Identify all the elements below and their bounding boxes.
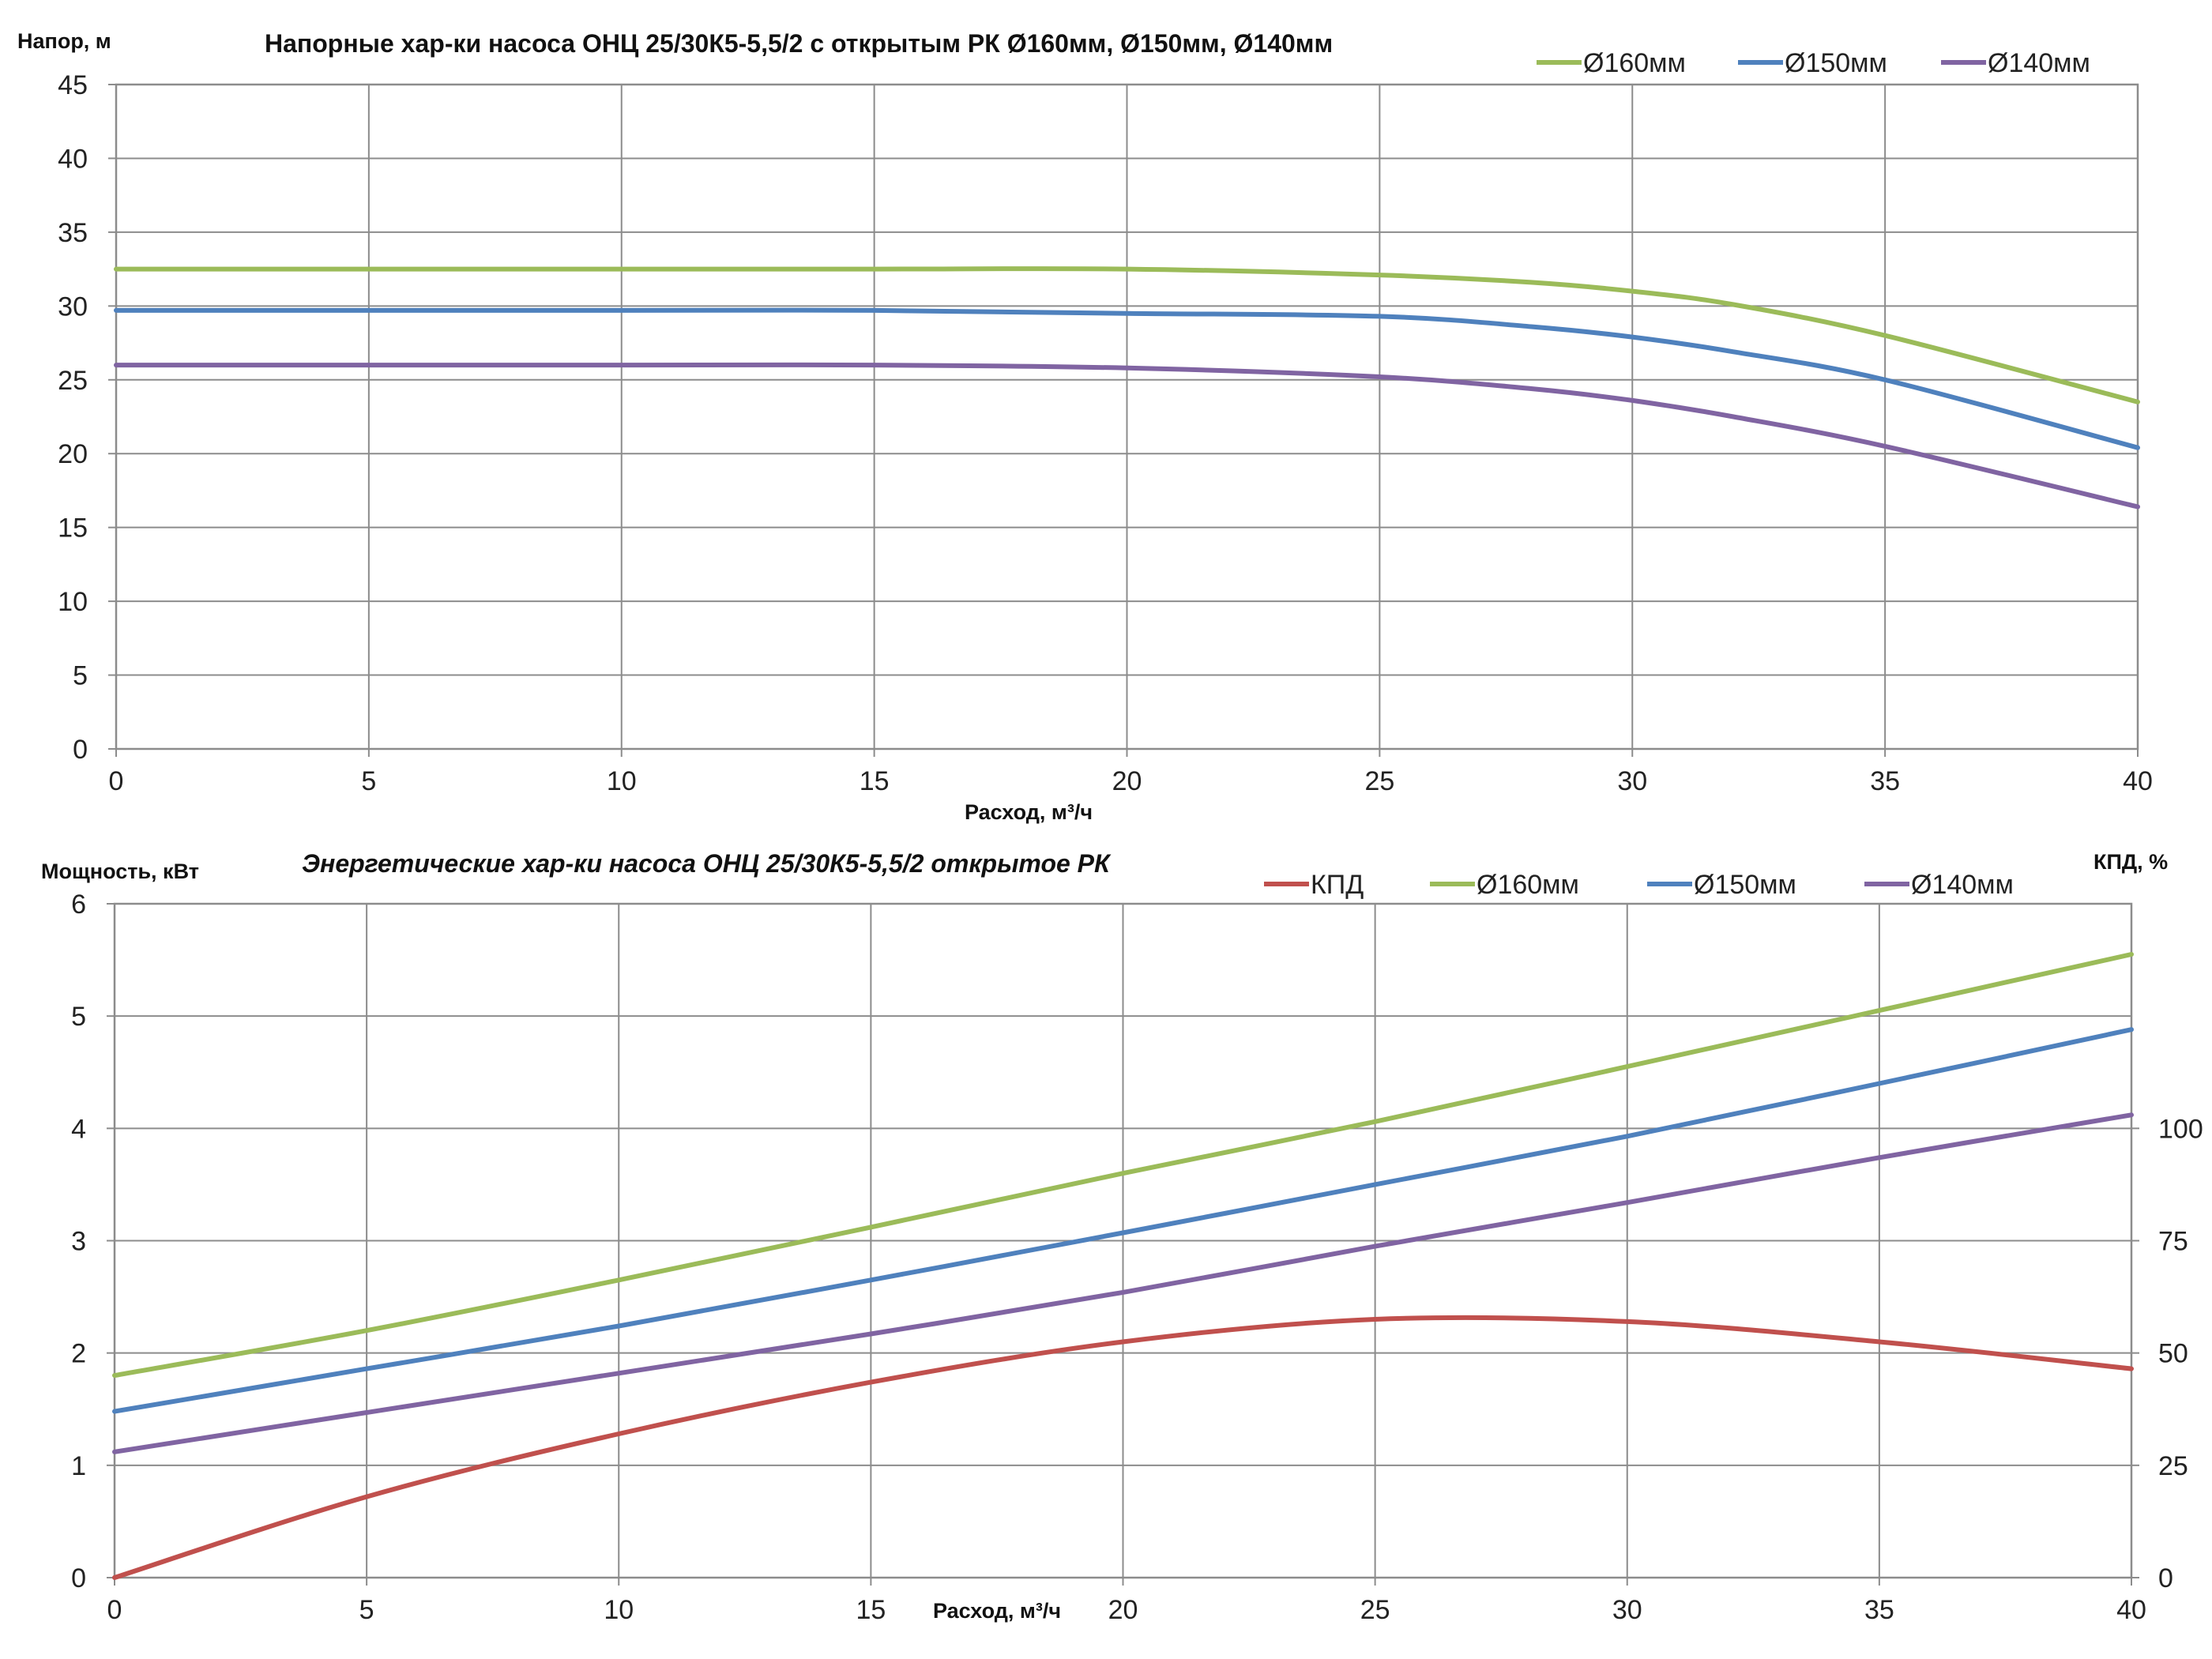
energy-chart: 0 5 10 15 20 25 30 35 40 0 1 2 3 4 5 6 0 25 50 75 100 Энерге… — [41, 849, 2203, 1625]
x-tick-label: 40 — [2123, 766, 2153, 796]
y-tick-label: 35 — [58, 218, 88, 248]
y-tick-label: 2 — [71, 1339, 86, 1369]
series-line-150мм — [114, 307, 2140, 450]
x-tick-label: 10 — [604, 1595, 634, 1625]
y-tick-label: 5 — [71, 1002, 86, 1032]
y-tick-label: 1 — [71, 1451, 86, 1481]
x-tick-label: 0 — [109, 766, 124, 796]
y-tick-label: 0 — [73, 735, 88, 765]
head-chart: 0 5 10 15 20 25 30 35 40 0 5 10 15 20 25 30 35 40 45 Напор… — [17, 29, 2153, 824]
x-tick-label: 20 — [1112, 766, 1142, 796]
series-line-кпд — [112, 1315, 2134, 1580]
energy-chart-x-axis-label: Расход, м³/ч — [933, 1599, 1061, 1623]
y2-tick-label: 75 — [2158, 1227, 2188, 1257]
plot-frame — [113, 902, 2133, 1579]
series-line-160мм — [114, 266, 2140, 404]
x-tick-label: 25 — [1360, 1595, 1390, 1625]
x-tick-label: 20 — [1108, 1595, 1138, 1625]
head-chart-series — [114, 266, 2140, 510]
y2-tick-label: 25 — [2158, 1451, 2188, 1481]
energy-chart-y-axis-label: Мощность, кВт — [41, 860, 199, 883]
y-tick-label: 0 — [71, 1563, 86, 1593]
head-chart-x-axis-label: Расход, м³/ч — [965, 800, 1093, 824]
x-tick-label: 30 — [1617, 766, 1647, 796]
head-chart-grid — [108, 83, 2139, 757]
y-tick-label: 4 — [71, 1114, 86, 1144]
energy-chart-grid — [107, 902, 2139, 1586]
x-tick-label: 35 — [1870, 766, 1900, 796]
x-tick-label: 10 — [607, 766, 637, 796]
energy-chart-legend: КПД Ø160мм Ø150мм Ø140мм — [1264, 870, 2014, 900]
y-tick-label: 5 — [73, 661, 88, 691]
energy-chart-y2-axis-label: КПД, % — [2094, 850, 2168, 874]
y-tick-label: 6 — [71, 890, 86, 920]
energy-chart-series — [112, 952, 2134, 1580]
y-tick-label: 30 — [58, 292, 88, 322]
x-tick-label: 30 — [1612, 1595, 1642, 1625]
y-tick-label: 20 — [58, 439, 88, 469]
head-chart-legend: Ø160мм Ø150мм Ø140мм — [1537, 48, 2090, 78]
x-tick-label: 15 — [856, 1595, 886, 1625]
legend-label-d140: Ø140мм — [1911, 870, 2014, 900]
legend-label-kpd: КПД — [1311, 870, 1364, 900]
y-tick-label: 25 — [58, 366, 88, 396]
series-line-140мм — [112, 1112, 2134, 1454]
plot-frame — [115, 83, 2139, 750]
y-tick-label: 15 — [58, 514, 88, 544]
x-tick-label: 15 — [860, 766, 890, 796]
legend-label-d160: Ø160мм — [1583, 48, 1686, 78]
y2-tick-label: 100 — [2158, 1114, 2203, 1144]
y-tick-label: 3 — [71, 1227, 86, 1257]
x-tick-label: 35 — [1864, 1595, 1894, 1625]
series-line-150мм — [112, 1027, 2134, 1414]
y2-tick-label: 0 — [2158, 1563, 2173, 1593]
x-tick-label: 5 — [359, 1595, 374, 1625]
legend-label-d150: Ø150мм — [1785, 48, 1887, 78]
x-tick-label: 5 — [361, 766, 376, 796]
energy-chart-tick-labels: 0 5 10 15 20 25 30 35 40 0 1 2 3 4 5 6 0 25 50 75 100 — [71, 890, 2203, 1625]
x-tick-label: 0 — [107, 1595, 122, 1625]
head-chart-title: Напорные хар-ки насоса ОНЦ 25/30К5-5,5/2… — [265, 29, 1333, 58]
x-tick-label: 25 — [1364, 766, 1394, 796]
head-chart-y-axis-label: Напор, м — [17, 29, 111, 53]
legend-label-d150: Ø150мм — [1694, 870, 1796, 900]
series-line-160мм — [112, 952, 2134, 1379]
legend-label-d140: Ø140мм — [1988, 48, 2090, 78]
y-tick-label: 45 — [58, 70, 88, 100]
energy-chart-title: Энергетические хар-ки насоса ОНЦ 25/30К5… — [302, 849, 1112, 878]
y-tick-label: 40 — [58, 144, 88, 174]
x-tick-label: 40 — [2116, 1595, 2146, 1625]
series-line-140мм — [114, 362, 2140, 510]
y-tick-label: 10 — [58, 587, 88, 617]
y2-tick-label: 50 — [2158, 1339, 2188, 1369]
legend-label-d160: Ø160мм — [1477, 870, 1579, 900]
head-chart-tick-labels: 0 5 10 15 20 25 30 35 40 0 5 10 15 20 25 30 35 40 45 — [58, 70, 2153, 796]
